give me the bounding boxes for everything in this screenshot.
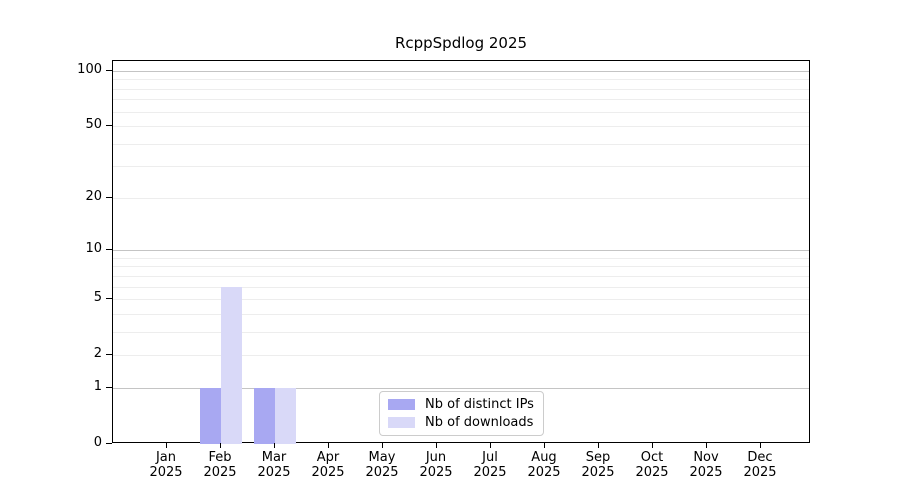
x-tick-month: Mar <box>261 450 287 465</box>
legend-swatch-downloads-icon <box>388 417 415 428</box>
x-tick-year: 2025 <box>581 465 615 480</box>
x-tick-label-apr: Apr 2025 <box>300 450 356 480</box>
x-tick-year: 2025 <box>149 465 183 480</box>
bar-nb-of-downloads-mar <box>275 387 296 444</box>
legend-label-downloads: Nb of downloads <box>425 415 534 430</box>
x-tick-month: Oct <box>640 450 664 465</box>
x-tick-mark <box>760 443 761 448</box>
x-tick-month: Sep <box>585 450 611 465</box>
y-tick-mark <box>106 386 112 388</box>
x-tick-month: Nov <box>693 450 719 465</box>
x-tick-mark <box>220 443 221 448</box>
y-tick-mark <box>106 249 112 251</box>
x-tick-mark <box>598 443 599 448</box>
x-tick-label-mar: Mar 2025 <box>246 450 302 480</box>
y-tick-label: 50 <box>85 117 102 133</box>
x-tick-mark <box>166 443 167 448</box>
x-tick-label-jul: Jul 2025 <box>462 450 518 480</box>
chart-title: RcppSpdlog 2025 <box>394 34 528 52</box>
x-tick-label-sep: Sep 2025 <box>570 450 626 480</box>
gridline-major <box>113 387 809 389</box>
legend-item-downloads: Nb of downloads <box>388 415 534 430</box>
x-tick-mark <box>490 443 491 448</box>
x-tick-year: 2025 <box>635 465 669 480</box>
gridline-minor <box>113 143 809 145</box>
y-tick-label: 1 <box>93 378 102 394</box>
gridline-major <box>113 250 809 252</box>
gridline-minor <box>113 126 809 128</box>
x-tick-label-nov: Nov 2025 <box>678 450 734 480</box>
gridline-minor <box>113 355 809 357</box>
y-tick-label: 100 <box>77 62 102 77</box>
x-tick-mark <box>436 443 437 448</box>
gridline-minor <box>113 79 809 81</box>
y-tick-label: 2 <box>93 346 102 362</box>
y-tick-mark <box>106 125 112 127</box>
x-tick-label-feb: Feb 2025 <box>192 450 248 480</box>
x-tick-year: 2025 <box>203 465 237 480</box>
x-tick-year: 2025 <box>473 465 507 480</box>
bar-nb-of-downloads-feb <box>221 286 242 444</box>
bar-nb-of-distinct-ips-feb <box>200 387 221 444</box>
x-tick-year: 2025 <box>743 465 777 480</box>
x-tick-year: 2025 <box>689 465 723 480</box>
x-tick-year: 2025 <box>527 465 561 480</box>
gridline-minor <box>113 275 809 277</box>
x-tick-mark <box>382 443 383 448</box>
y-tick-label: 10 <box>85 241 102 257</box>
x-tick-mark <box>706 443 707 448</box>
x-tick-label-dec: Dec 2025 <box>732 450 788 480</box>
x-tick-mark <box>652 443 653 448</box>
legend-item-distinct-ips: Nb of distinct IPs <box>388 397 534 412</box>
gridline-minor <box>113 111 809 113</box>
x-tick-label-oct: Oct 2025 <box>624 450 680 480</box>
x-tick-month: Jan <box>155 450 177 465</box>
gridline-minor <box>113 166 809 168</box>
y-tick-label: 0 <box>93 435 102 450</box>
x-tick-month: Aug <box>531 450 557 465</box>
x-tick-label-jun: Jun 2025 <box>408 450 464 480</box>
y-tick-mark <box>106 196 112 198</box>
gridline-minor <box>113 299 809 301</box>
y-tick-label: 20 <box>85 188 102 204</box>
x-tick-label-jan: Jan 2025 <box>138 450 194 480</box>
x-tick-year: 2025 <box>419 465 453 480</box>
gridline-minor <box>113 197 809 199</box>
x-tick-year: 2025 <box>311 465 345 480</box>
gridline-minor <box>113 88 809 90</box>
x-tick-month: Dec <box>747 450 773 465</box>
x-tick-mark <box>544 443 545 448</box>
x-tick-year: 2025 <box>365 465 399 480</box>
legend-label-distinct-ips: Nb of distinct IPs <box>425 397 534 412</box>
x-tick-month: Jun <box>425 450 447 465</box>
x-tick-month: Feb <box>208 450 232 465</box>
x-tick-mark <box>328 443 329 448</box>
legend: Nb of distinct IPs Nb of downloads <box>379 391 544 436</box>
x-tick-month: Jul <box>482 450 498 465</box>
gridline-minor <box>113 313 809 315</box>
x-tick-year: 2025 <box>257 465 291 480</box>
x-tick-mark <box>274 443 275 448</box>
gridline-major <box>113 71 809 72</box>
legend-swatch-distinct-ips-icon <box>388 399 415 410</box>
gridline-minor <box>113 331 809 333</box>
plot-area <box>112 60 810 444</box>
y-tick-label: 5 <box>93 290 102 306</box>
gridline-minor <box>113 266 809 268</box>
x-tick-label-aug: Aug 2025 <box>516 450 572 480</box>
x-tick-month: May <box>368 450 396 465</box>
y-tick-mark <box>106 70 112 71</box>
y-tick-mark <box>106 443 112 444</box>
bar-nb-of-distinct-ips-mar <box>254 387 275 444</box>
y-tick-mark <box>106 298 112 300</box>
x-tick-month: Apr <box>316 450 340 465</box>
y-tick-mark <box>106 354 112 356</box>
gridline-minor <box>113 286 809 288</box>
gridline-minor <box>113 99 809 101</box>
x-tick-label-may: May 2025 <box>354 450 410 480</box>
gridline-minor <box>113 257 809 259</box>
